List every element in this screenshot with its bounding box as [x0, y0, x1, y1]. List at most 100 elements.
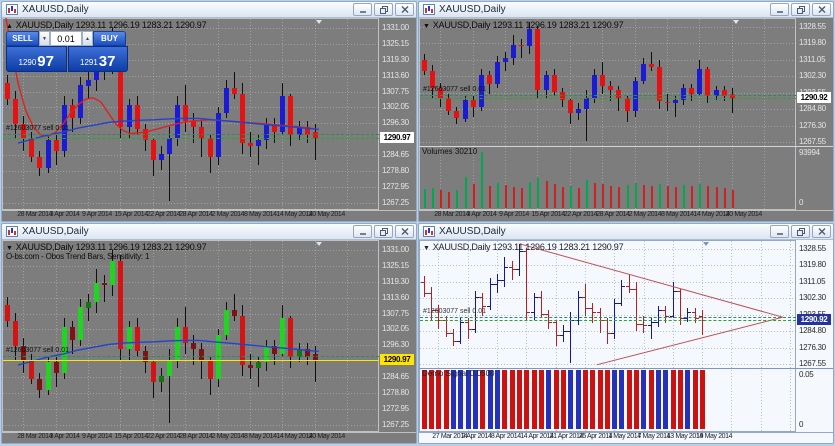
candle-body [248, 143, 253, 146]
chart-area[interactable]: ▼ XAUUSD,Daily 1293.11 1296.19 1283.21 12… [2, 240, 416, 443]
gridline [3, 91, 379, 93]
ohlc-bar-open-tick [465, 321, 468, 323]
candle-body [446, 97, 451, 111]
ohlc-bar-open-tick [501, 279, 504, 281]
collapse-arrow-icon[interactable]: ▼ [6, 245, 13, 252]
price-tick-label: 1284.65 [382, 372, 409, 381]
chart-area[interactable]: ▲ XAUUSD,Daily 1293.11 1296.19 1283.21 12… [2, 18, 416, 221]
ohlc-bar-close-tick [564, 331, 567, 332]
gridline [3, 249, 379, 251]
date-label: 8 May 2014 [244, 433, 277, 440]
chart-area[interactable]: Demo Signal 0.0500 0.05 0 ▼ XAUUSD,Daily … [419, 240, 833, 443]
date-label: 13 May 2014 [666, 433, 703, 440]
date-label: 8 Apr 2014 [490, 433, 521, 440]
candle-body [657, 67, 662, 102]
candle-body [135, 104, 140, 130]
date-label: 1 May 2014 [608, 433, 641, 440]
buy-price[interactable]: 1291 37 [67, 46, 128, 72]
minimize-button[interactable] [353, 3, 372, 16]
open-trade-line [3, 355, 379, 357]
volume-bar [448, 191, 450, 208]
buy-button[interactable]: BUY [93, 31, 126, 46]
window-title: XAUUSD,Daily [22, 226, 89, 237]
lot-increase-button[interactable]: ▲ [82, 31, 93, 46]
close-button[interactable] [812, 225, 831, 238]
indicator-separator[interactable] [419, 368, 833, 369]
minimize-button[interactable] [770, 3, 789, 16]
window-titlebar[interactable]: XAUUSD,Daily [2, 224, 416, 240]
lot-size-input[interactable]: 0.01 [50, 31, 82, 46]
ohlc-bar-close-tick [469, 329, 472, 331]
price-tick-label: 1302.05 [382, 324, 409, 334]
open-trade-label: #12603077 sell 0.01 [423, 308, 487, 315]
gridline [420, 43, 796, 45]
price-tick-label: 1272.95 [382, 182, 409, 192]
minimize-button[interactable] [353, 225, 372, 238]
candle-body [175, 326, 180, 360]
restore-button[interactable] [791, 3, 810, 16]
time-axis[interactable] [2, 210, 416, 221]
time-axis[interactable] [419, 210, 833, 221]
price-tick-label: 1331.00 [382, 244, 409, 254]
chart-shift-marker [732, 20, 739, 24]
signal-bar [510, 370, 515, 429]
volume-bar [554, 184, 556, 208]
date-label: 8 May 2014 [661, 211, 694, 218]
minimize-button[interactable] [770, 225, 789, 238]
close-button[interactable] [395, 225, 414, 238]
gridline [420, 125, 796, 127]
candle-wick [505, 52, 506, 72]
ohlc-bar-open-tick [435, 310, 438, 312]
ohlc-bar-open-tick [421, 281, 424, 283]
chart-header: ▼ XAUUSD,Daily 1293.11 1296.19 1283.21 12… [6, 242, 207, 252]
candle-body [94, 282, 99, 302]
lot-decrease-button[interactable]: ▼ [39, 31, 50, 46]
signal-bar [473, 370, 478, 429]
candle-body [191, 343, 196, 349]
ohlc-bar [621, 279, 622, 307]
current-price-tag: 1290.97 [380, 131, 414, 143]
candle-body [552, 74, 557, 92]
restore-button[interactable] [374, 225, 393, 238]
time-axis[interactable] [419, 432, 833, 443]
ohlc-bar-open-tick [553, 321, 556, 323]
ohlc-bar-open-tick [626, 285, 629, 287]
candle-body [288, 96, 293, 135]
close-button[interactable] [395, 3, 414, 16]
signal-bar [678, 370, 683, 429]
window-titlebar[interactable]: XAUUSD,Daily [419, 2, 833, 18]
sell-button[interactable]: SELL [6, 31, 39, 46]
chart-area[interactable]: Volumes 30210 93994 0 ▼ XAUUSD,Daily 1293… [419, 18, 833, 221]
close-button[interactable] [812, 3, 831, 16]
candle-body [673, 99, 678, 104]
open-trade-line [420, 317, 796, 318]
ohlc-bar [563, 325, 564, 343]
ohlc-bar-open-tick [457, 340, 460, 342]
candle-wick [104, 274, 105, 302]
time-axis[interactable] [2, 432, 416, 443]
collapse-arrow-icon[interactable]: ▼ [423, 245, 430, 252]
date-label: 28 Mar 2014 [434, 211, 470, 218]
candle-body [208, 137, 213, 157]
gridline [602, 19, 604, 209]
gridline [537, 19, 539, 209]
ohlc-bar-open-tick [567, 331, 570, 332]
restore-button[interactable] [791, 225, 810, 238]
sell-price[interactable]: 1290 97 [6, 46, 67, 72]
candle-body [714, 90, 719, 96]
ohlc-bar [504, 257, 505, 288]
window-titlebar[interactable]: XAUUSD,Daily [2, 2, 416, 18]
signal-bar [546, 370, 551, 429]
collapse-arrow-icon[interactable]: ▼ [423, 23, 430, 30]
candle-body [224, 310, 229, 335]
collapse-arrow-icon[interactable]: ▲ [6, 23, 13, 30]
signal-bar [429, 370, 434, 429]
ohlc-bar-close-tick [527, 312, 530, 314]
ohlc-bar [482, 293, 483, 316]
candle-body [232, 88, 237, 94]
candle-body [5, 82, 10, 100]
indicator-separator[interactable] [419, 146, 833, 147]
restore-button[interactable] [374, 3, 393, 16]
volume-bar [667, 185, 669, 208]
window-titlebar[interactable]: XAUUSD,Daily [419, 224, 833, 240]
